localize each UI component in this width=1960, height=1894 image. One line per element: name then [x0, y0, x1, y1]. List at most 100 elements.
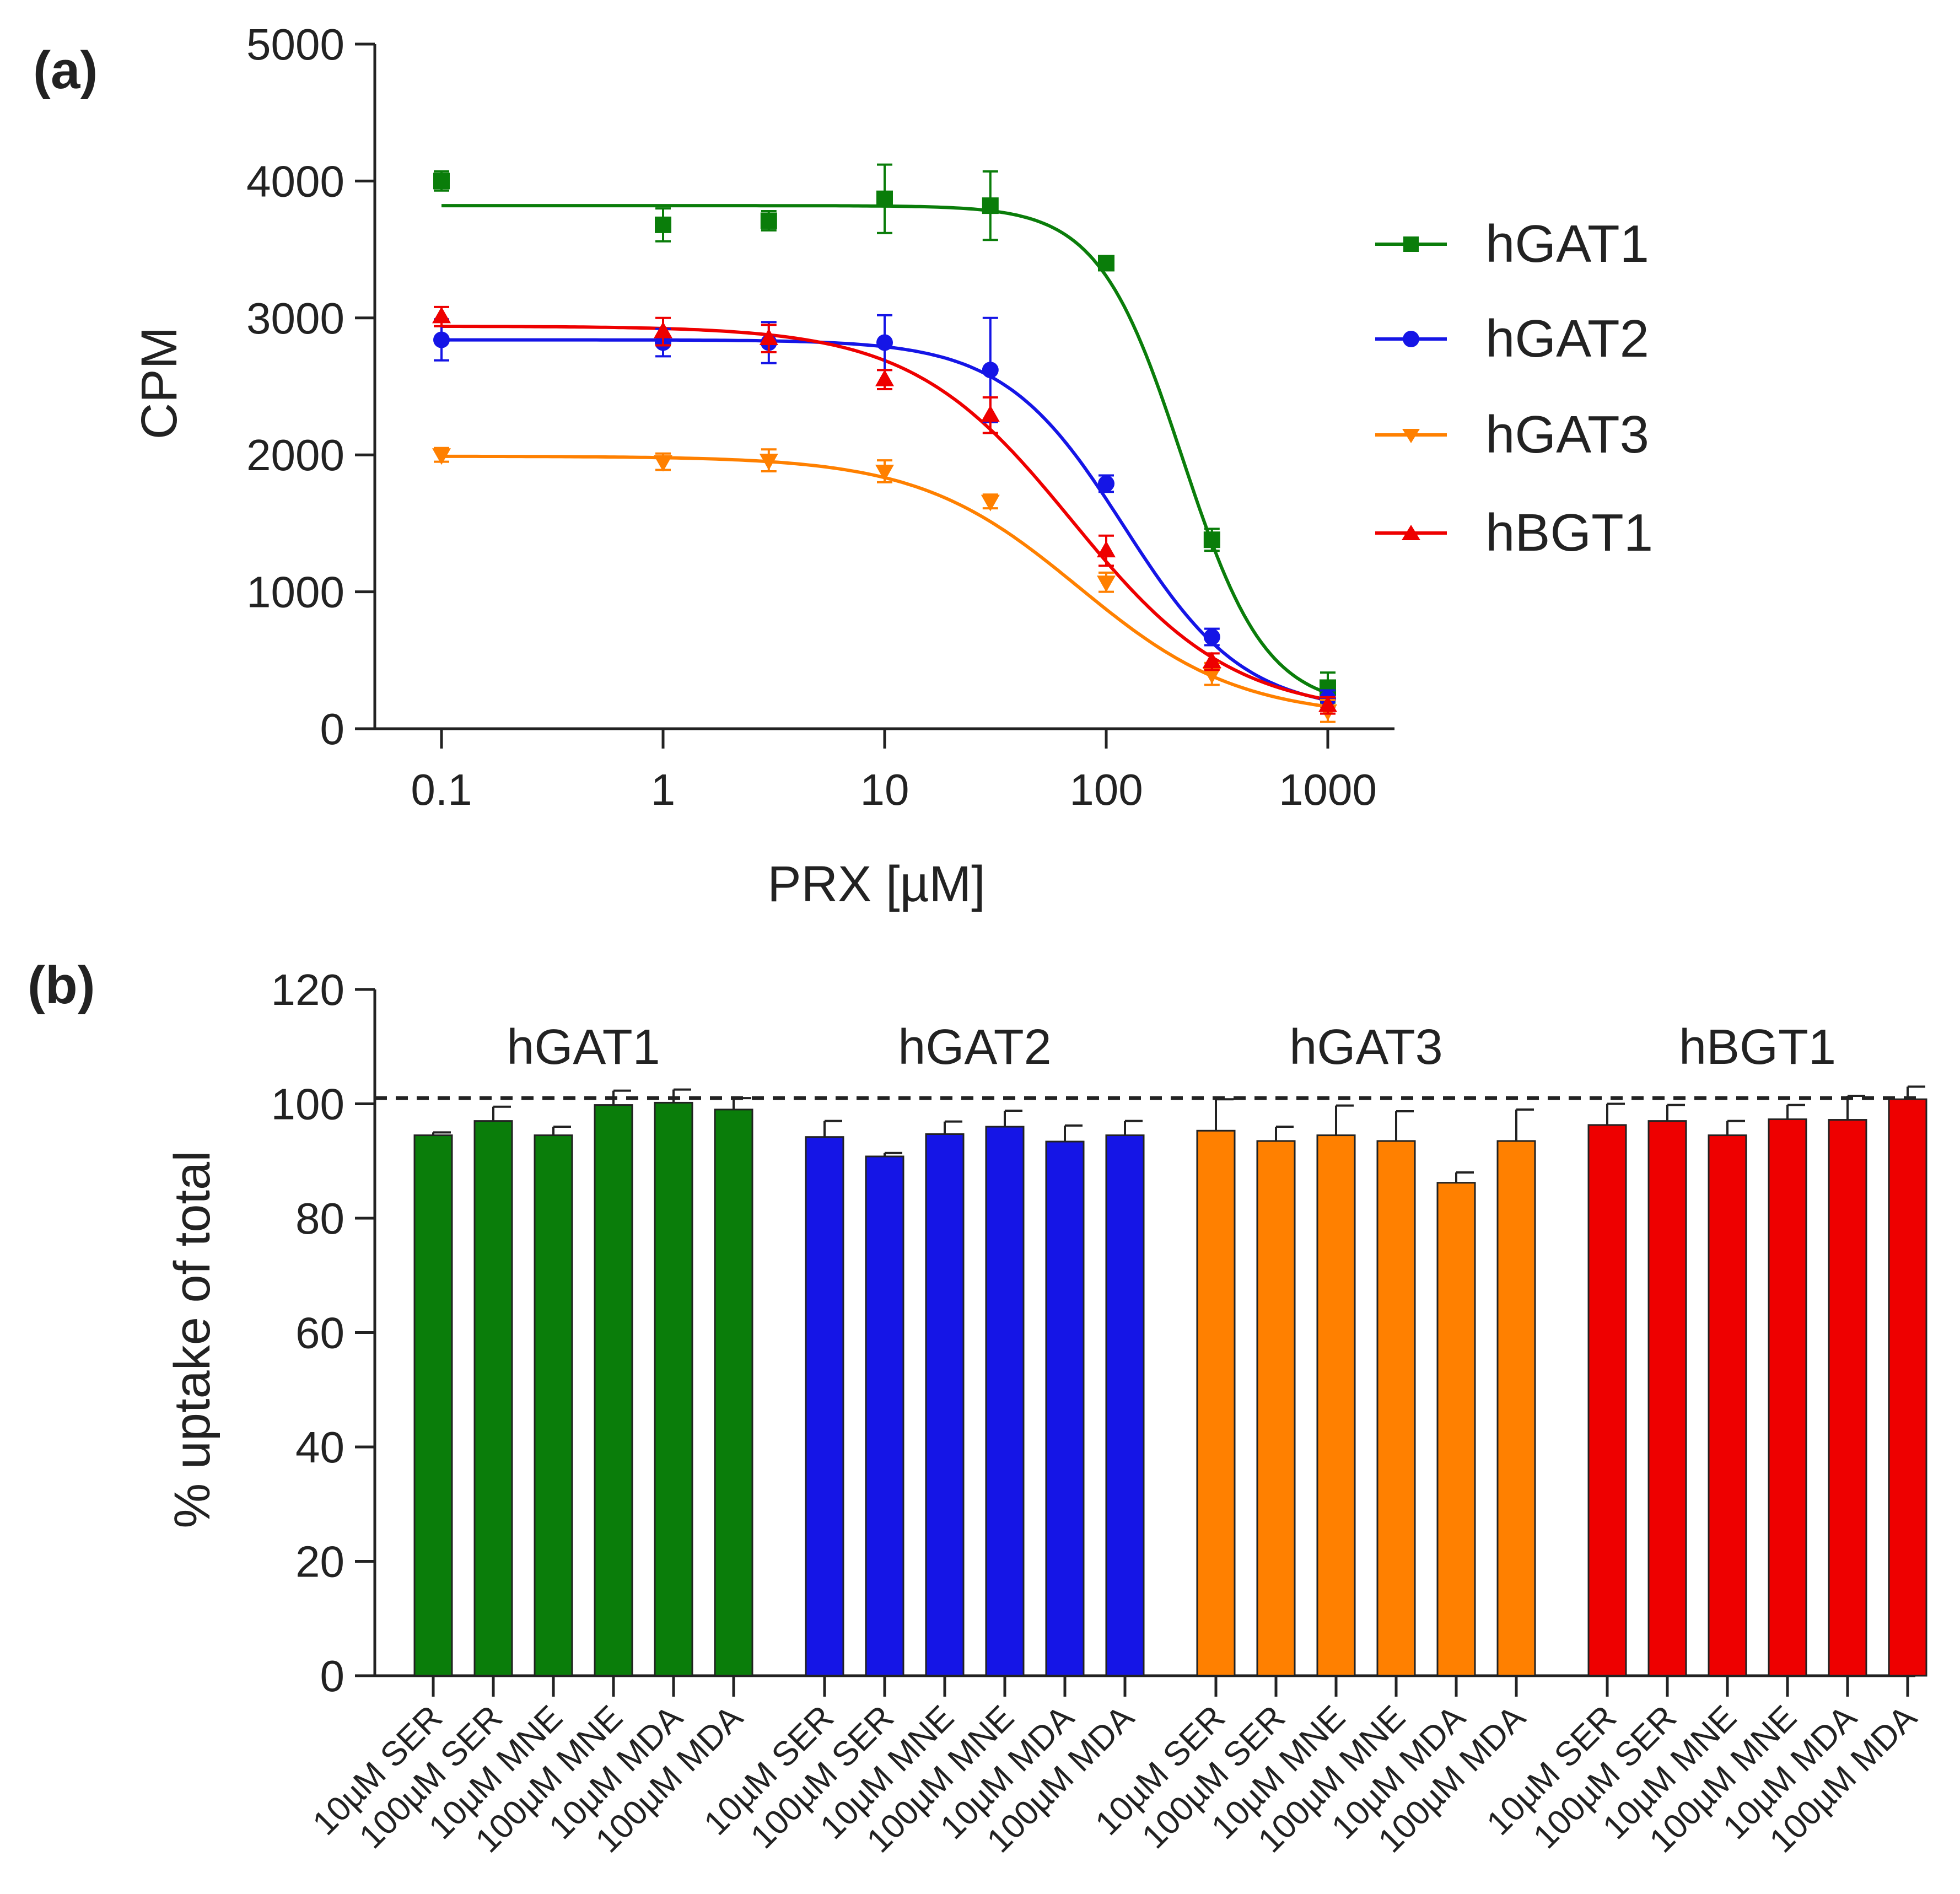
legend-label-hgat2: hGAT2: [1485, 309, 1649, 368]
panel-a-data-points: [432, 163, 1337, 723]
data-point-hgat3: [875, 465, 894, 482]
data-point-hbgt1: [1318, 695, 1337, 712]
panel-a-y-tick-label: 0: [320, 704, 345, 754]
legend-label-hgat1: hGAT1: [1485, 214, 1649, 273]
bar-hgat1-100um-ser: [473, 1120, 513, 1677]
bar-hgat2-10um-mda: [1045, 1140, 1085, 1677]
legend-label-hgat3: hGAT3: [1485, 405, 1649, 464]
panel-a-legend: hGAT1 hGAT2 hGAT3 hBGT1: [1375, 214, 1653, 562]
data-point-hbgt1: [432, 306, 451, 324]
panel-b-y-tick-label: 60: [295, 1309, 344, 1358]
data-point-hgat2: [876, 334, 893, 351]
panel-a-x-axis-title: PRX [µM]: [767, 856, 986, 912]
data-point-hgat1: [433, 173, 450, 190]
data-point-hbgt1: [981, 405, 1000, 422]
data-point-hbgt1: [759, 329, 778, 346]
legend-entry-hgat1: hGAT1: [1375, 214, 1649, 273]
bar-hbgt1-10um-ser: [1587, 1124, 1627, 1677]
panel-a-y-axis-title: CPM: [131, 327, 187, 439]
data-point-hbgt1: [1202, 652, 1221, 669]
legend-marker-hgat1: [1403, 236, 1419, 252]
bar-hgat3-100um-mne: [1376, 1140, 1416, 1677]
bar-hgat3-10um-mda: [1436, 1182, 1476, 1677]
data-point-hgat3: [759, 454, 778, 471]
bar-hbgt1-10um-mda: [1828, 1119, 1867, 1677]
bar-hgat2-100um-mda: [1105, 1134, 1145, 1677]
bar-hgat1-100um-mda: [714, 1109, 753, 1677]
data-point-hgat1: [1097, 255, 1114, 272]
bar-hgat3-100um-mda: [1496, 1140, 1536, 1677]
legend-marker-hbgt1: [1402, 525, 1420, 540]
bar-hbgt1-100um-mda: [1888, 1098, 1927, 1677]
panel-a-fit-curves: [441, 204, 1329, 708]
fit-curve-hgat1: [441, 204, 1329, 695]
data-point-hgat2: [433, 331, 450, 348]
group-title-hgat1: hGAT1: [507, 1020, 660, 1075]
bar-hbgt1-100um-mne: [1768, 1118, 1807, 1677]
bar-hgat2-10um-mne: [925, 1133, 965, 1677]
bar-hgat2-100um-ser: [865, 1155, 904, 1677]
panel-b-y-tick-label: 120: [271, 965, 344, 1014]
data-point-hbgt1: [1096, 541, 1116, 558]
bar-hgat3-100um-ser: [1256, 1140, 1296, 1677]
panel-b-y-tick-label: 80: [295, 1194, 344, 1243]
data-point-hbgt1: [875, 369, 894, 386]
panel-b-y-tick-label: 0: [320, 1651, 345, 1701]
panel-a-label: (a): [33, 41, 98, 100]
panel-b-label: (b): [28, 956, 95, 1015]
panel-a-x-tick-label: 10: [860, 765, 909, 814]
bar-hgat3-10um-ser: [1196, 1129, 1236, 1677]
data-point-hgat2: [982, 362, 999, 379]
bar-hgat2-10um-ser: [805, 1136, 844, 1677]
panel-a-x-tick-label: 1000: [1279, 765, 1377, 814]
panel-a-y-tick-label: 5000: [246, 20, 344, 69]
group-title-hgat2: hGAT2: [898, 1020, 1051, 1075]
panel-a-dose-response-chart: (a) CPM PRX [µM] 0 1000 2000 3000 4000 5000 0.…: [33, 20, 1653, 912]
legend-marker-hgat2: [1403, 331, 1419, 347]
data-point-hgat1: [1203, 531, 1220, 548]
panel-b-y-tick-label: 20: [295, 1537, 344, 1586]
panel-a-y-tick-label: 4000: [246, 157, 344, 206]
bar-hgat1-10um-ser: [413, 1134, 453, 1677]
bar-hgat1-10um-mda: [654, 1101, 693, 1677]
panel-b-y-tick-label: 40: [295, 1423, 344, 1472]
panel-a-y-tick-label: 1000: [246, 568, 344, 617]
panel-a-x-tick-label: 100: [1069, 765, 1143, 814]
data-point-hgat1: [655, 216, 672, 233]
group-title-hbgt1: hBGT1: [1679, 1020, 1836, 1075]
panel-a-y-tick-label: 3000: [246, 294, 344, 343]
legend-entry-hgat3: hGAT3: [1375, 405, 1649, 464]
bar-hbgt1-10um-mne: [1708, 1134, 1747, 1677]
panel-b-y-axis-title: % uptake of total: [164, 1150, 220, 1528]
data-point-hgat3: [1096, 575, 1116, 593]
data-point-hgat3: [432, 448, 451, 465]
data-point-hgat1: [760, 212, 777, 229]
bar-hgat3-10um-mne: [1316, 1134, 1356, 1677]
panel-a-axes: 0 1000 2000 3000 4000 5000 0.1 1 10 100 1000: [246, 20, 1394, 814]
bar-hbgt1-100um-ser: [1647, 1120, 1687, 1677]
data-point-hgat1: [982, 197, 999, 214]
legend-entry-hgat2: hGAT2: [1375, 309, 1649, 368]
bar-hgat2-100um-mne: [985, 1126, 1025, 1677]
panel-a-x-tick-label: 0.1: [411, 765, 472, 814]
panel-b-bar-chart: (b) % uptake of total 0 20 40 60 80 100 120 hG…: [28, 956, 1927, 1860]
panel-a-y-tick-label: 2000: [246, 431, 344, 480]
panel-b-bars: hGAT1 hGAT2 hGAT3 hBGT1: [413, 1020, 1927, 1677]
legend-marker-hgat3: [1402, 429, 1420, 443]
legend-label-hbgt1: hBGT1: [1485, 503, 1653, 562]
data-point-hgat3: [981, 494, 1000, 512]
data-point-hbgt1: [654, 321, 673, 338]
bar-hgat1-10um-mne: [534, 1134, 573, 1677]
group-title-hgat3: hGAT3: [1289, 1020, 1442, 1075]
panel-b-y-tick-label: 100: [271, 1080, 344, 1129]
data-point-hgat1: [876, 190, 893, 207]
panel-a-x-tick-label: 1: [651, 765, 676, 814]
data-point-hgat3: [654, 455, 673, 472]
data-point-hgat2: [1203, 628, 1220, 645]
bar-hgat1-100um-mne: [594, 1104, 633, 1677]
legend-entry-hbgt1: hBGT1: [1375, 503, 1653, 562]
data-point-hgat2: [1097, 475, 1114, 492]
data-point-hgat3: [1202, 667, 1221, 684]
